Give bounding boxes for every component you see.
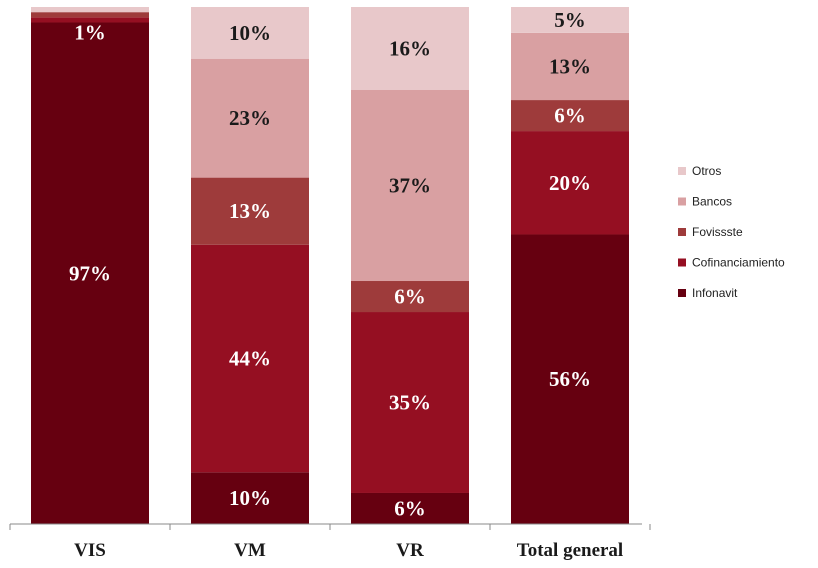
data-label-total-general-bancos: 13% [549, 54, 591, 78]
legend: Otros Bancos Fovissste Cofinanciamiento Info… [678, 164, 785, 300]
data-label-total-general-otros: 5% [554, 8, 586, 32]
legend-swatch-fovissste [678, 228, 686, 236]
data-label-vr-fovissste: 6% [394, 285, 426, 309]
data-label-vr-bancos: 37% [389, 173, 431, 197]
bar-segment-vis-infonavit [31, 22, 149, 524]
bar-segment-vr-otros [351, 7, 469, 90]
bar-segment-vis-fovissste [31, 12, 149, 18]
bar-segment-total-general-fovissste [511, 100, 629, 132]
bar-segment-vr-cofinanciamiento [351, 312, 469, 493]
data-label-vis-infonavit: 97% [69, 261, 111, 285]
legend-swatch-cofinanciamiento [678, 258, 686, 267]
data-label-vm-cofinanciamiento: 44% [229, 347, 271, 371]
data-label-vr-otros: 16% [389, 36, 431, 60]
x-tick-label-vis: VIS [74, 540, 106, 561]
bar-segment-vis-otros [31, 7, 149, 13]
x-axis-ticks [9, 524, 651, 530]
x-tick-label-vm: VM [234, 540, 266, 561]
legend-swatch-infonavit [678, 289, 686, 297]
bars-group [31, 7, 629, 525]
data-label-vm-bancos: 23% [229, 106, 271, 130]
bar-segment-total-general-cofinanciamiento [511, 131, 629, 235]
x-tick-label-total-general: Total general [517, 540, 623, 561]
legend-label-otros: Otros [692, 164, 721, 178]
data-label-vm-infonavit: 10% [229, 486, 271, 510]
bar-segment-vm-infonavit [191, 472, 309, 524]
bar-segment-total-general-bancos [511, 32, 629, 101]
legend-swatch-otros [678, 167, 686, 175]
data-label-total-general-fovissste: 6% [554, 104, 586, 128]
legend-label-cofinanciamiento: Cofinanciamiento [692, 256, 785, 270]
data-label-vm-fovissste: 13% [229, 199, 271, 223]
bar-segment-vm-bancos [191, 58, 309, 178]
x-axis-labels: VIS VM VR Total general [74, 540, 623, 561]
data-label-vis-cofinanciamiento: 1% [74, 20, 106, 44]
bar-segment-total-general-infonavit [511, 234, 629, 525]
x-tick-label-vr: VR [396, 540, 424, 561]
data-label-vr-infonavit: 6% [394, 496, 426, 520]
legend-label-bancos: Bancos [692, 195, 732, 209]
data-label-vr-cofinanciamiento: 35% [389, 391, 431, 415]
legend-label-infonavit: Infonavit [692, 286, 738, 300]
bar-segment-total-general-otros [511, 7, 629, 33]
bar-segment-vm-cofinanciamiento [191, 244, 309, 473]
data-label-vm-otros: 10% [229, 21, 271, 45]
bar-segment-vr-infonavit [351, 492, 469, 524]
bar-segment-vr-fovissste [351, 281, 469, 313]
bar-segment-vis-cofinanciamiento [31, 17, 149, 23]
legend-swatch-bancos [678, 197, 686, 206]
bar-segment-vr-bancos [351, 89, 469, 282]
data-label-total-general-cofinanciamiento: 20% [549, 171, 591, 195]
data-labels-group: 97% 1% 10% 44% 13% 23% 10% 6% 35% 6% 37% 16% 56% 20% 6… [69, 8, 591, 521]
bar-segment-vm-fovissste [191, 177, 309, 245]
bar-segment-vm-otros [191, 7, 309, 59]
data-label-total-general-infonavit: 56% [549, 367, 591, 391]
legend-label-fovissste: Fovissste [692, 225, 743, 239]
